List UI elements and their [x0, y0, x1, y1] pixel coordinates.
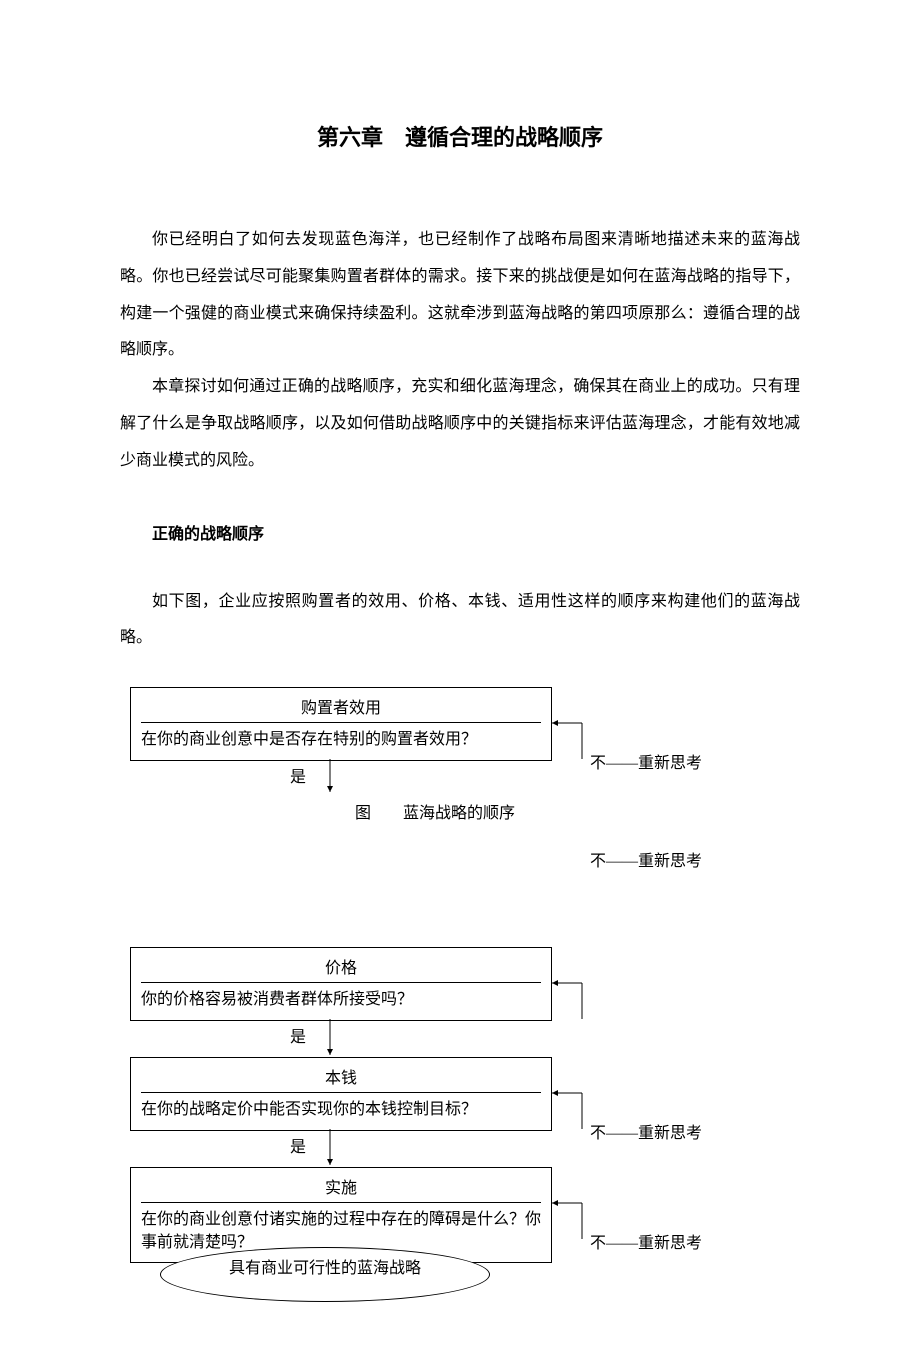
flow-box-price-title: 价格 — [141, 948, 541, 983]
yes-label-3: 是 — [290, 1133, 306, 1157]
yes-label-1: 是 — [290, 763, 306, 787]
flow-box-cost-title: 本钱 — [141, 1058, 541, 1093]
flow-box-implementation-title: 实施 — [141, 1168, 541, 1203]
rethink-label-3: 不——重新思考 — [590, 1119, 702, 1143]
section-title: 正确的战略顺序 — [120, 520, 800, 544]
flow-box-price: 价格 你的价格容易被消费者群体所接受吗？ — [130, 947, 552, 1020]
flow-box-utility: 购置者效用 在你的商业创意中是否存在特别的购置者效用？ — [130, 687, 552, 760]
flow-box-cost-question: 在你的战略定价中能否实现你的本钱控制目标？ — [131, 1093, 551, 1129]
flow-box-utility-title: 购置者效用 — [141, 688, 541, 723]
rethink-label-4: 不——重新思考 — [590, 1229, 702, 1253]
rethink-label-2: 不——重新思考 — [590, 847, 702, 871]
flow-box-utility-question: 在你的商业创意中是否存在特别的购置者效用？ — [131, 723, 551, 759]
flow-box-price-question: 你的价格容易被消费者群体所接受吗？ — [131, 983, 551, 1019]
flow-ellipse-final: 具有商业可行性的蓝海战略 — [160, 1247, 490, 1302]
chapter-title: 第六章 遵循合理的战略顺序 — [120, 120, 800, 152]
paragraph-1: 你已经明白了如何去发现蓝色海洋，也已经制作了战略布局图来清晰地描述未来的蓝海战略… — [120, 222, 800, 369]
yes-label-2: 是 — [290, 1023, 306, 1047]
flow-box-cost: 本钱 在你的战略定价中能否实现你的本钱控制目标？ — [130, 1057, 552, 1130]
rethink-label-1: 不——重新思考 — [590, 749, 702, 773]
flow-ellipse-final-text: 具有商业可行性的蓝海战略 — [229, 1254, 421, 1278]
paragraph-2: 本章探讨如何通过正确的战略顺序，充实和细化蓝海理念，确保其在商业上的成功。只有理… — [120, 369, 800, 479]
figure-caption: 图 蓝海战略的顺序 — [355, 799, 515, 823]
paragraph-3: 如下图，企业应按照购置者的效用、价格、本钱、适用性这样的顺序来构建他们的蓝海战略… — [120, 584, 800, 658]
document-page: 第六章 遵循合理的战略顺序 你已经明白了如何去发现蓝色海洋，也已经制作了战略布局… — [0, 0, 920, 1367]
flowchart: 购置者效用 在你的商业创意中是否存在特别的购置者效用？ 是 不——重新思考 图 … — [120, 687, 800, 1327]
